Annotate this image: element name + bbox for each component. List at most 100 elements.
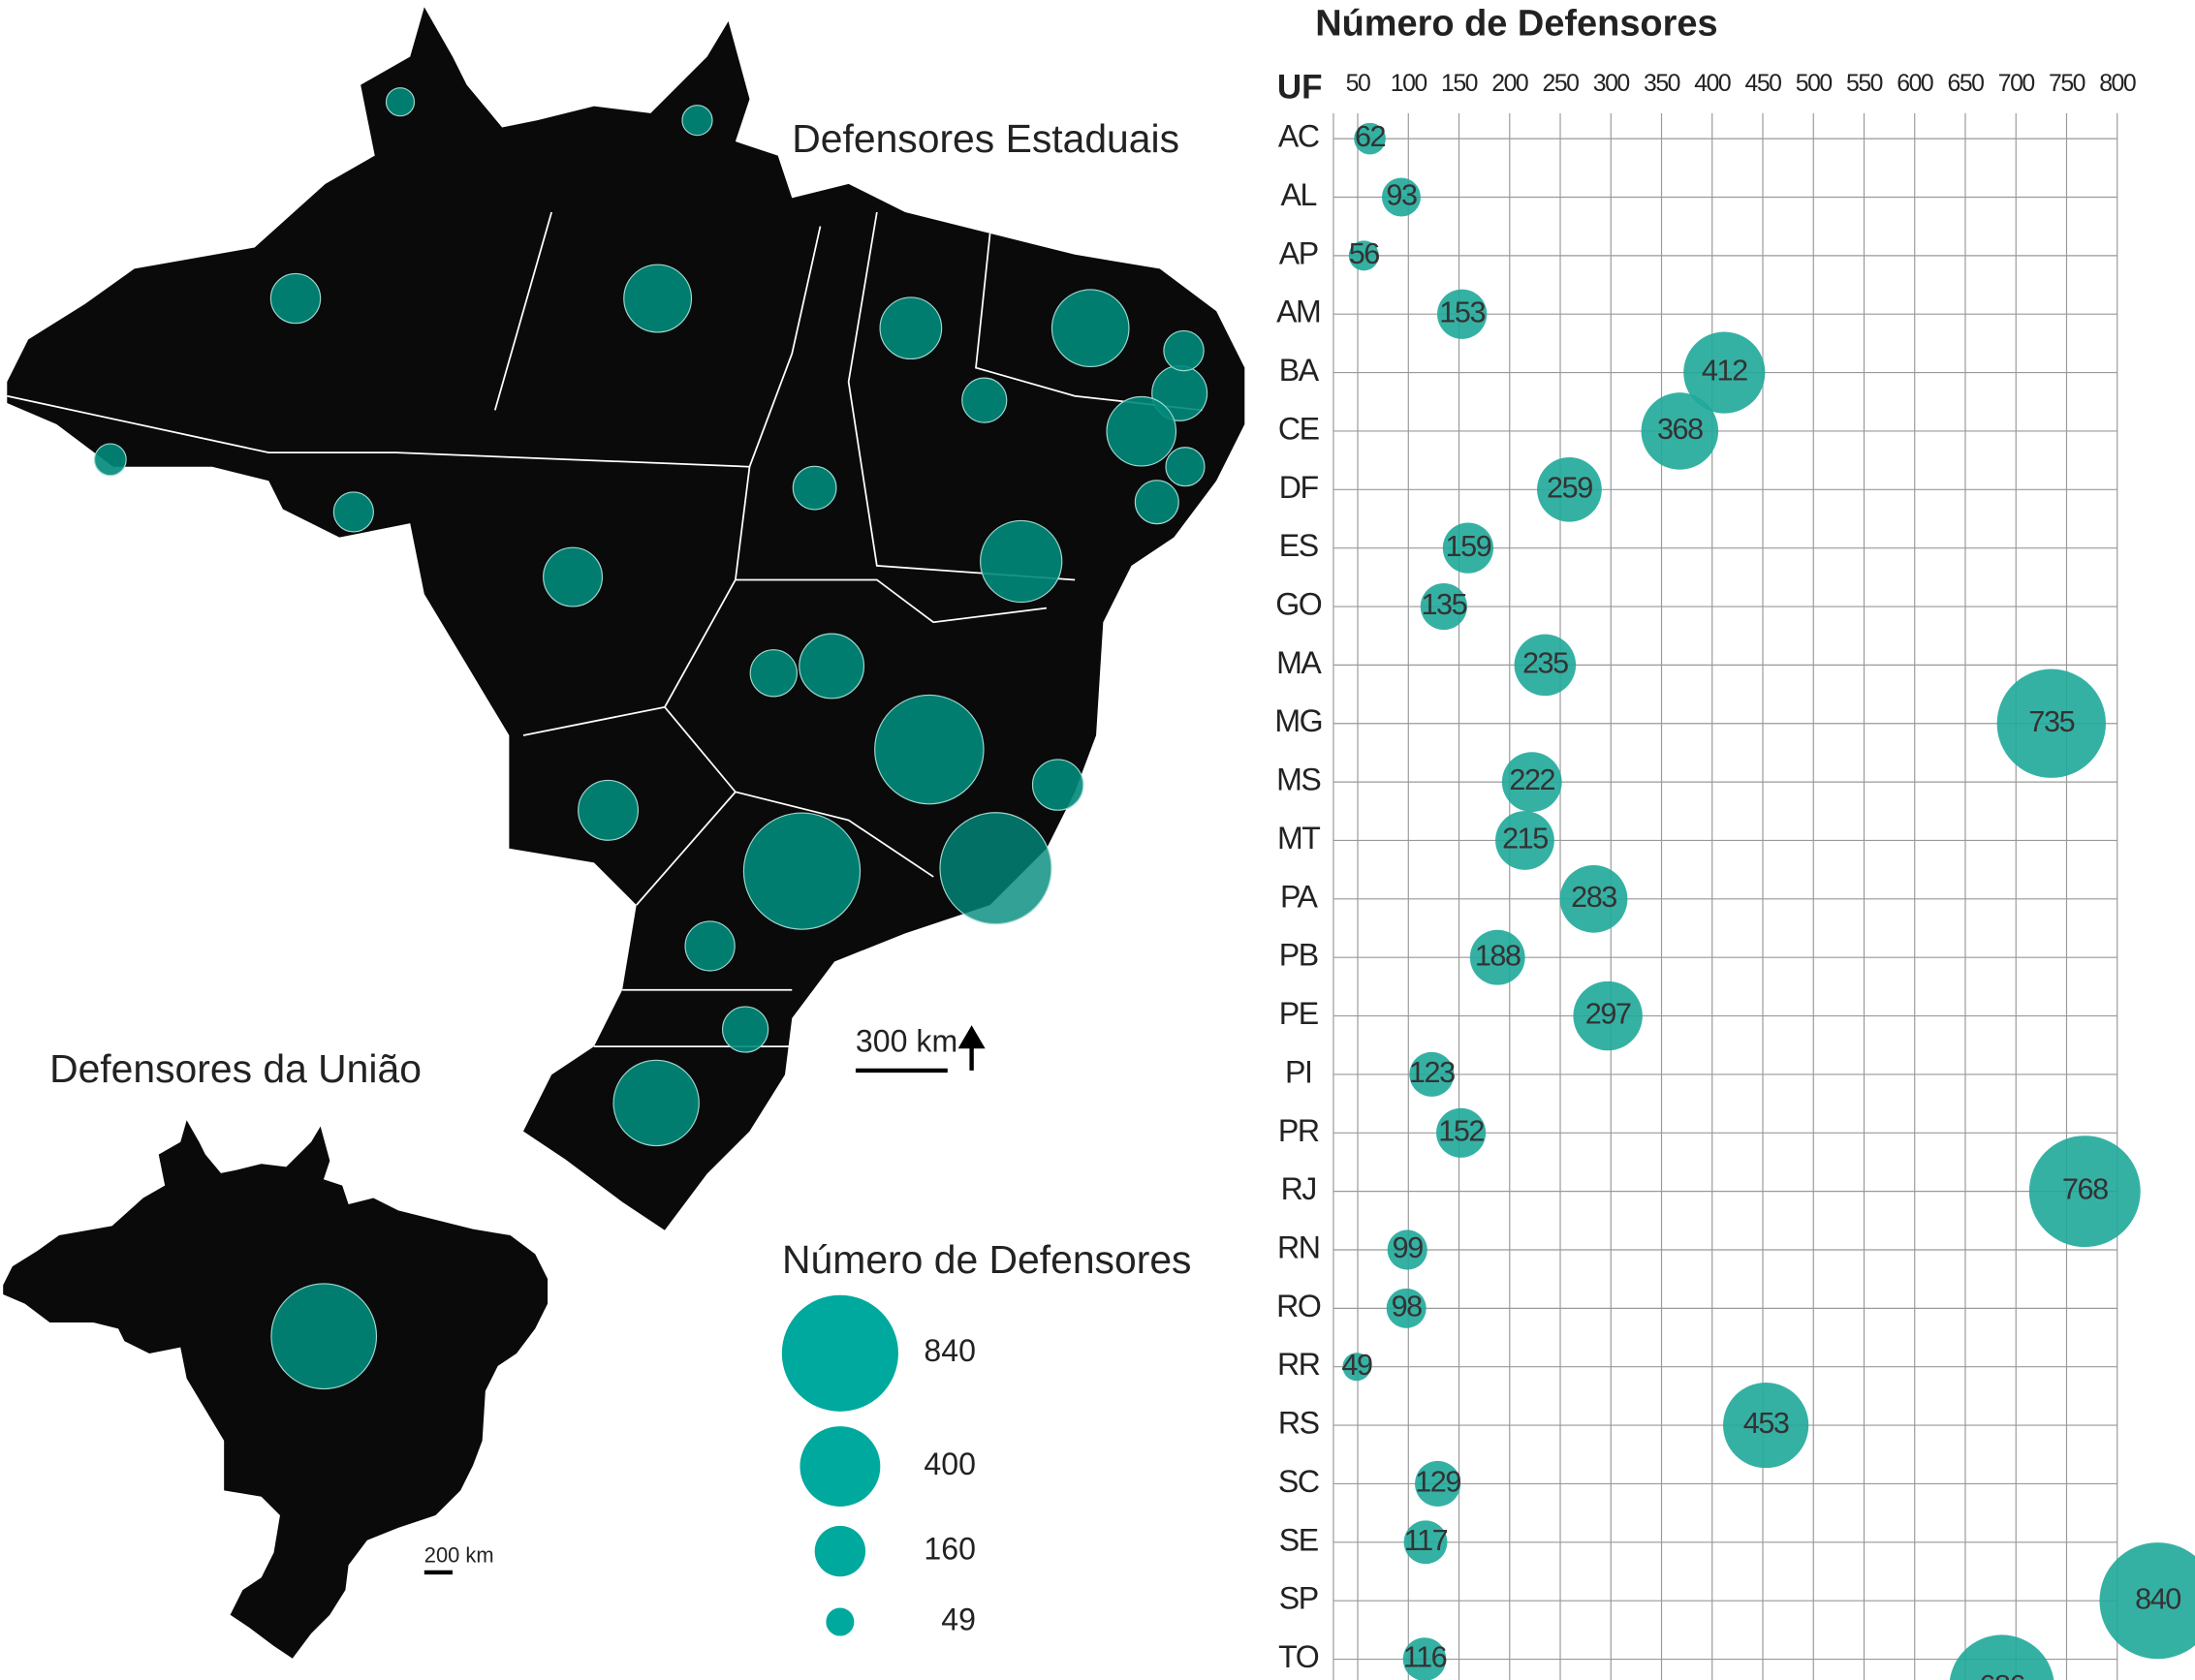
y-tick-label: PR [1278,1113,1319,1148]
chart-title: Número de Defensores [1315,3,1717,44]
bubble [2099,1542,2195,1660]
axis-label: UF [1277,68,1323,106]
bubble [1437,289,1488,339]
value-label: 235 [1522,646,1568,679]
legend-label: 49 [941,1602,976,1637]
value-label: 159 [1446,530,1491,563]
y-tick-label: SC [1278,1464,1319,1499]
map-bubble [578,779,640,841]
value-label: 99 [1393,1231,1424,1264]
y-tick-label: BA [1279,353,1320,388]
value-label: 135 [1421,588,1466,621]
value-label: 49 [1341,1349,1372,1382]
brazil-outline [3,1120,549,1659]
bubble [1387,1229,1427,1270]
y-tick-label: MA [1276,645,1322,680]
value-label: 62 [1355,120,1386,153]
map-bubble [1134,480,1179,525]
map-bubble [799,633,865,700]
bubble [1348,240,1379,271]
x-tick-label: 300 [1593,71,1630,97]
bubble [1381,177,1421,217]
scale-label: 300 km [856,1024,957,1059]
y-tick-label: AP [1279,235,1318,270]
value-label: 98 [1392,1290,1423,1322]
x-tick-label: 350 [1644,71,1680,97]
map-bubble [1106,395,1177,467]
bubble [1996,669,2106,778]
map-bubble [269,272,322,325]
y-tick-label: MT [1277,821,1320,856]
y-tick-label: CE [1278,411,1320,446]
bubble [1723,1382,1809,1469]
map-bubble [939,812,1052,925]
legend-bubble [826,1607,855,1636]
value-label: 297 [1585,998,1631,1031]
value-label: 283 [1571,881,1616,914]
y-tick-label: GO [1275,587,1322,622]
bubble [1354,122,1386,155]
bubble [1436,1107,1487,1158]
y-tick-label: PB [1279,938,1318,973]
value-label: 116 [1403,1641,1447,1674]
y-tick-label: MS [1276,762,1320,797]
x-tick-label: 650 [1947,71,1984,97]
union-map [3,1120,549,1659]
legend-title: Número de Defensores [782,1237,1191,1282]
map-bubble [543,546,604,607]
map-title: Defensores da União [49,1046,422,1091]
map-bubble [681,105,713,137]
bubble [1573,980,1643,1051]
value-label: 735 [2028,705,2074,738]
value-label: 686 [1979,1669,2024,1680]
value-label: 152 [1438,1114,1484,1147]
map-bubble [684,920,736,972]
scale-label: 200 km [424,1543,494,1568]
value-label: 117 [1404,1524,1448,1557]
y-tick-label: AC [1278,119,1319,154]
x-tick-label: 750 [2049,71,2085,97]
y-tick-label: SE [1279,1522,1319,1557]
map-bubble [980,519,1063,604]
x-tick-label: 200 [1491,71,1528,97]
bubble [1420,582,1467,631]
y-tick-label: PA [1280,879,1319,914]
bubble [1442,522,1494,574]
x-tick-label: 250 [1543,71,1580,97]
bubble [1402,1637,1447,1680]
map-bubble [879,296,943,360]
bubble [1386,1288,1427,1328]
bubble [1409,1051,1455,1097]
legend-bubble [814,1525,866,1577]
north-arrow [957,1025,986,1071]
value-label: 259 [1547,471,1592,504]
legend-label: 400 [924,1447,976,1481]
y-tick-label: PE [1279,996,1319,1031]
map-bubble [612,1059,700,1147]
bubble [2028,1136,2141,1248]
legend-bubble [800,1426,881,1507]
value-label: 768 [2062,1173,2108,1206]
map-bubble [623,264,693,333]
map-bubble [749,649,798,698]
legend-label: 160 [924,1532,976,1567]
y-tick-label: SP [1279,1581,1318,1616]
y-tick-label: PI [1285,1054,1311,1089]
map-bubble [385,87,416,117]
map-bubble [1050,289,1130,368]
value-label: 215 [1502,823,1548,856]
x-tick-label: 150 [1441,71,1478,97]
x-tick-label: 700 [1998,71,2035,97]
legend-bubble [781,1294,898,1412]
bubble [1403,1520,1448,1565]
map-bubble [961,377,1008,423]
value-label: 840 [2135,1582,2180,1615]
value-label: 453 [1743,1407,1789,1440]
y-tick-label: DF [1279,470,1319,505]
map-bubble [270,1283,378,1390]
value-label: 412 [1702,355,1747,388]
value-label: 222 [1509,763,1554,796]
map-bubble [1031,759,1084,811]
y-tick-label: AM [1276,295,1320,329]
